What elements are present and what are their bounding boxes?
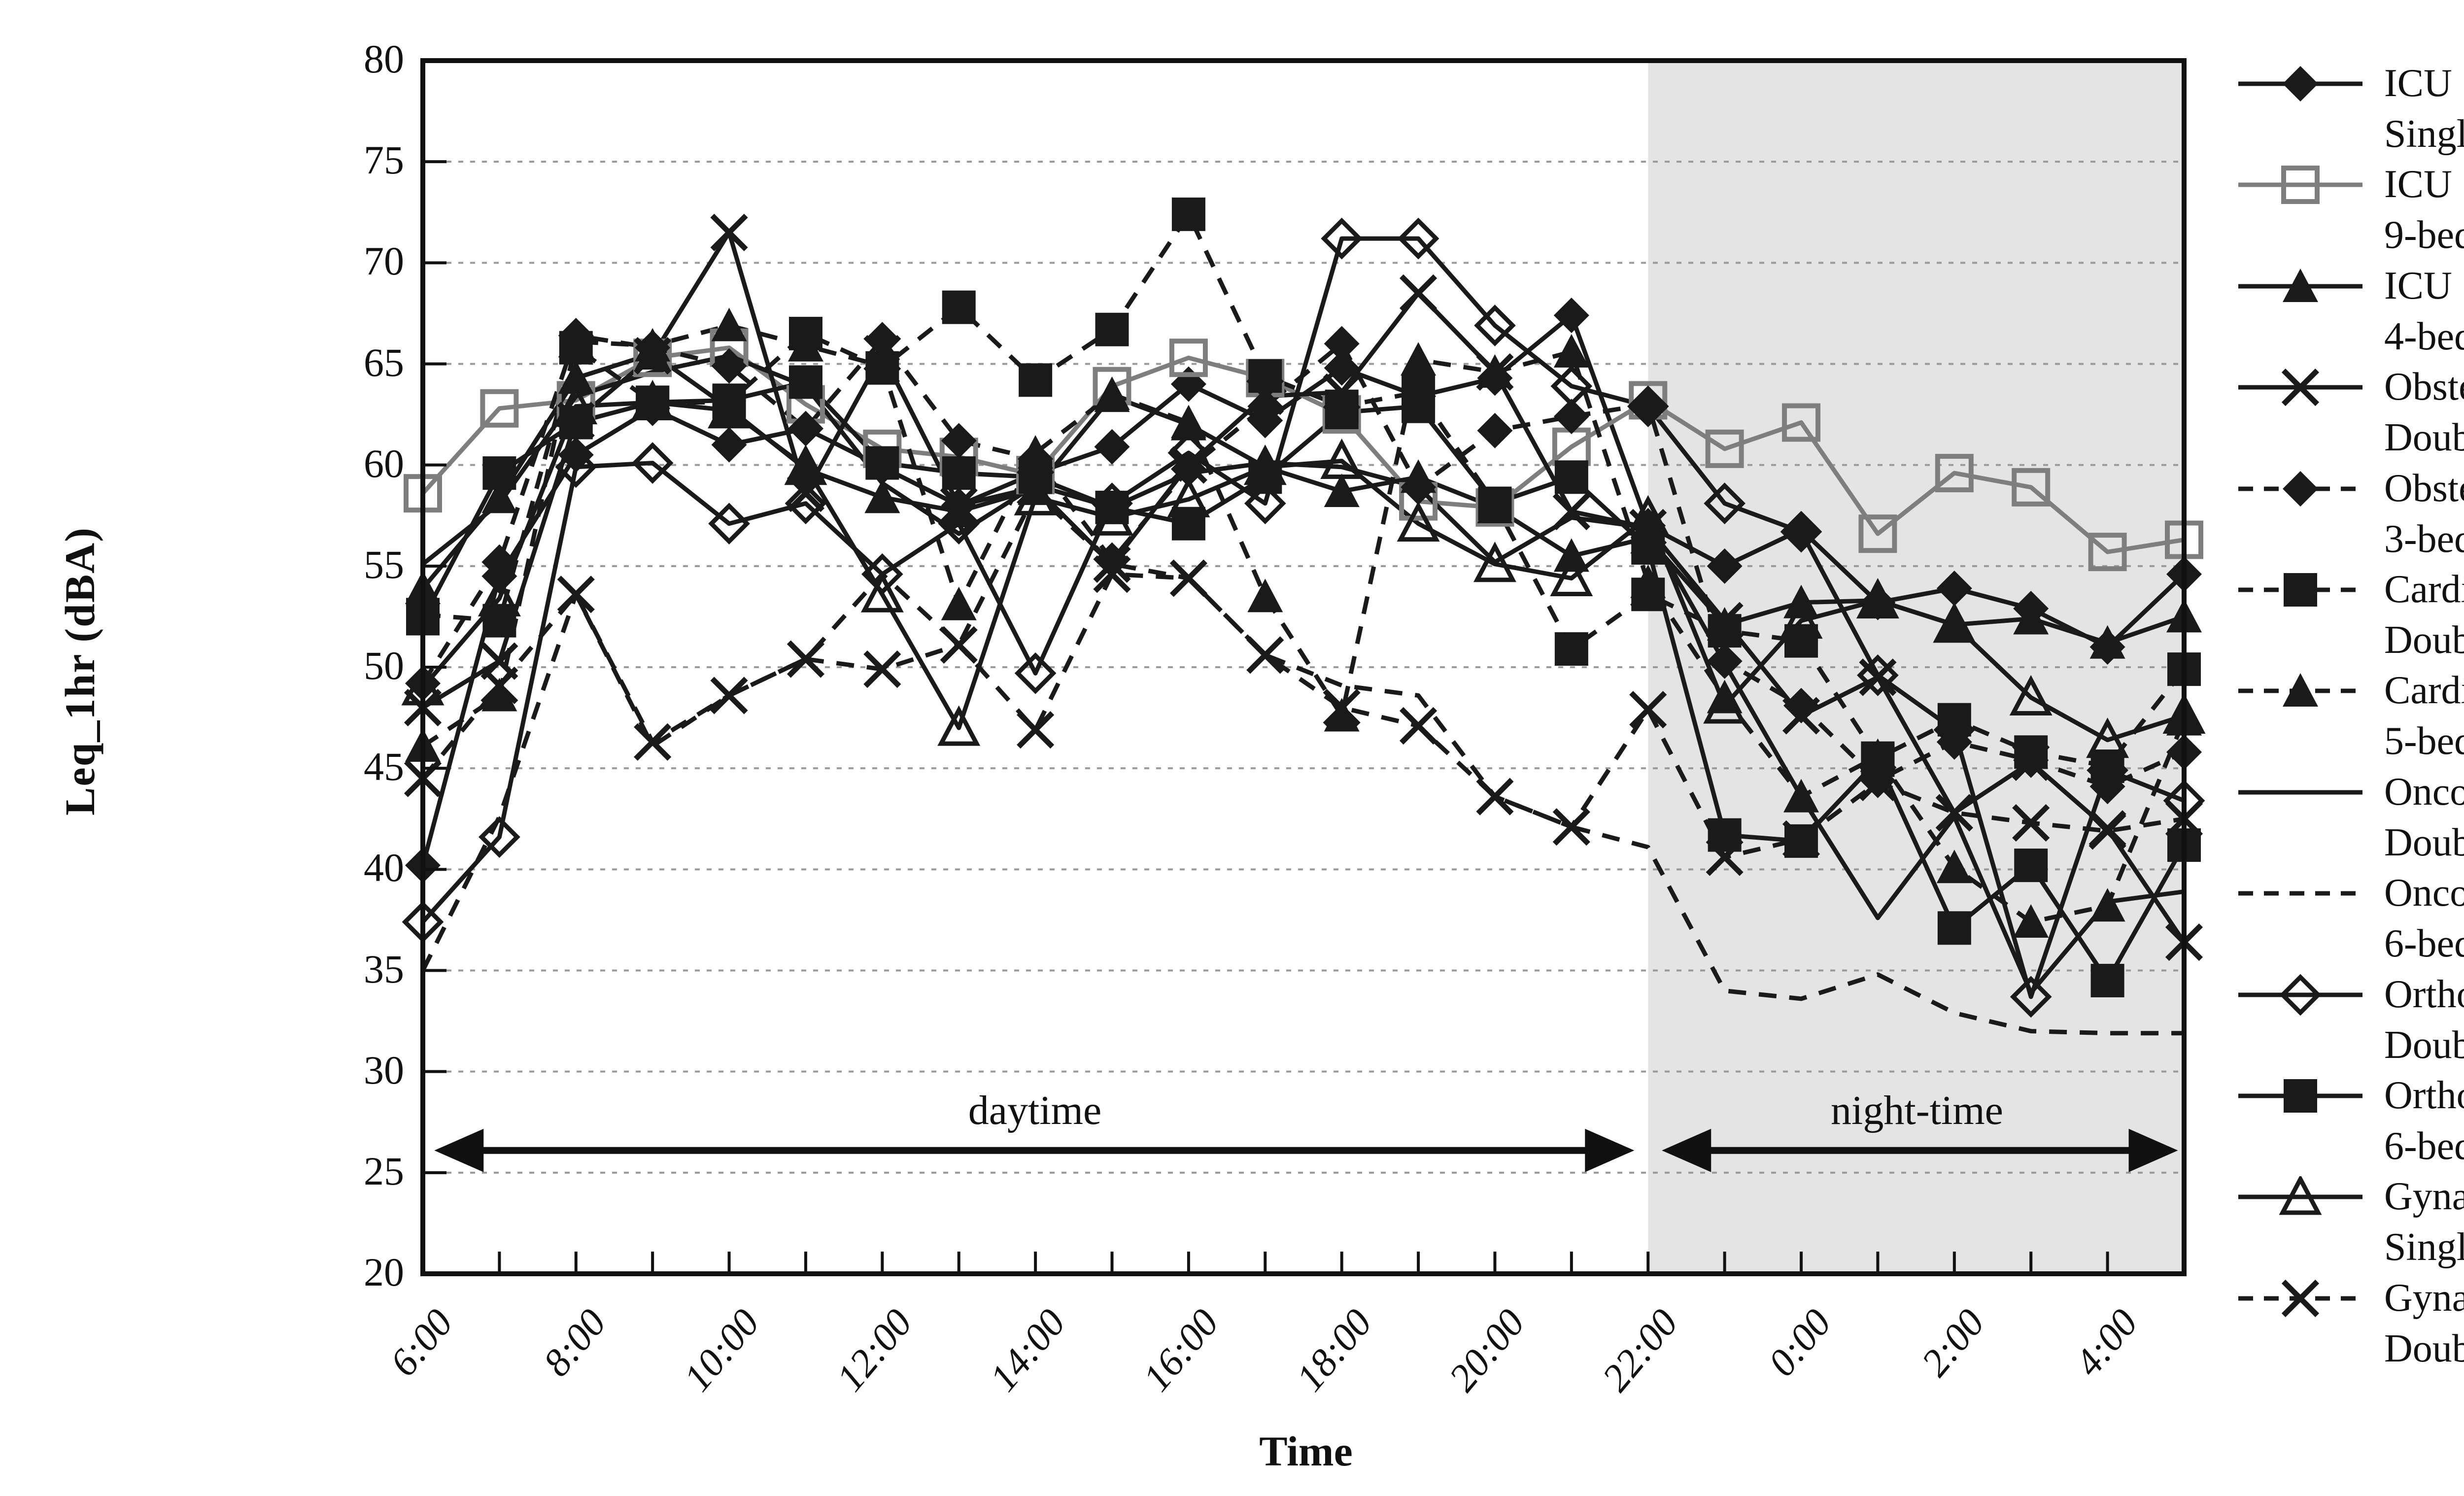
y-tick-label: 70 [364,238,404,284]
legend-label-ward: Double ward [2384,820,2464,864]
series-line-Gynaecology-Double ward [421,572,2185,860]
legend-label-ward: Double ward [2384,416,2464,460]
legend-label: Cardiology Double ward [2384,564,2464,666]
series-markers-Cardiology-5-bed ward [405,307,2202,938]
plot-border [420,58,2187,1276]
y-axis-title: Leq_1hr (dBA) [56,527,103,816]
legend-item-Gynaecology-Double ward: Gynaecology Double ward [2236,1273,2464,1374]
legend-item-ICU-Single ward: ICU Single ward [2236,58,2464,160]
legend-label-department: Cardiology [2384,669,2464,713]
legend-label-department: Obstetrics [2384,365,2464,409]
legend-item-Cardiology-5-bed ward: Cardiology 5-bed ward [2236,665,2464,767]
legend-marker-triangle-filled [2238,673,2362,707]
y-tick-label: 45 [364,744,404,789]
legend-label: Obstetrics Double ward [2384,362,2464,463]
legend-label-department: Gynaecology [2384,1175,2464,1219]
y-tick-label: 65 [364,340,404,385]
series-line-Obstetrics-Double ward [421,230,2186,944]
legend-marker-triangle-filled [2238,268,2362,302]
y-tick-label: 55 [364,542,404,587]
legend-label-department: ICU [2384,264,2452,307]
legend-marker-diamond-filled [2238,471,2362,507]
legend-label-ward: 4-bed ward [2384,314,2464,358]
legend-marker-x [2238,369,2362,407]
legend-item-Orthopedics-6-bed ward: Orthopedics 6-bed ward [2236,1070,2464,1172]
series-markers-Gynaecology-Double ward [404,555,2203,876]
legend-label: Obstetrics 3-bed ward [2384,463,2464,565]
x-axis-title: Time [1259,1428,1353,1475]
legend-label: ICU 4-bed ward [2384,261,2464,362]
legend-label: Orthopedics 6-bed ward [2384,1070,2464,1172]
legend-label-department: Oncology [2384,770,2464,814]
y-tick-label: 30 [364,1047,404,1092]
daytime-annotation-label: daytime [968,1088,1102,1133]
legend-item-Oncology-Double ward: Oncology Double ward [2236,767,2464,868]
legend-item-Cardiology-Double ward: Cardiology Double ward [2236,564,2464,666]
legend-label-ward: 6-bed ward [2384,1124,2464,1168]
legend-item-Orthopedics-Double ward: Orthopedics Double ward [2236,969,2464,1071]
legend-item-ICU-9-bed ward: ICU 9-bed ward [2236,159,2464,261]
legend-label-department: Cardiology [2384,568,2464,611]
legend-marker-x [2238,1279,2362,1317]
legend-label-department: Gynaecology [2384,1276,2464,1320]
series-markers-Obstetrics-3-bed ward [405,318,2202,805]
legend-label-department: ICU [2384,163,2452,206]
legend-label-ward: 5-bed ward [2384,719,2464,763]
legend-label: ICU Single ward [2384,58,2464,160]
legend-label: Cardiology 5-bed ward [2384,665,2464,767]
legend-label: Gynaecology Double ward [2384,1273,2464,1374]
y-tick-label: 40 [364,845,404,890]
legend-item-Gynaecology-Single ward: Gynaecology Single ward [2236,1171,2464,1273]
legend-label-ward: Single ward [2384,1225,2464,1269]
legend-label-ward: 6-bed ward [2384,922,2464,966]
legend-label-ward: Double ward [2384,1023,2464,1067]
legend-marker-none [2238,891,2362,896]
legend-label-ward: Double ward [2384,1326,2464,1370]
legend-item-Oncology-6-bed ward: Oncology 6-bed ward [2236,868,2464,969]
legend-marker-triangle-open [2238,1176,2362,1215]
range-arrow-night-time [1662,1128,2178,1172]
series-line-Oncology-6-bed ward [420,491,2184,1036]
legend-marker-diamond-open [2238,974,2362,1016]
range-arrow-daytime [434,1128,1635,1172]
y-tick-label: 50 [364,643,404,688]
y-tick-label: 20 [364,1250,404,1294]
legend-label-department: Orthopedics [2384,972,2464,1016]
legend-label-department: Obstetrics [2384,466,2464,510]
series-line-Orthopedics-Double ward [421,236,2185,999]
legend-marker-square-filled [2238,1079,2362,1113]
legend-label: Orthopedics Double ward [2384,969,2464,1071]
legend-label: Oncology 6-bed ward [2384,868,2464,969]
legend-label: Gynaecology Single ward [2384,1171,2464,1273]
nighttime-annotation-label: night-time [1831,1088,2003,1133]
y-tick-label: 75 [364,137,404,183]
legend-label-department: Oncology [2384,871,2464,915]
legend-marker-none [2238,790,2362,795]
legend-label: ICU 9-bed ward [2384,159,2464,261]
legend-marker-diamond-filled [2238,66,2362,102]
legend-item-Obstetrics-Double ward: Obstetrics Double ward [2236,362,2464,463]
legend-label-department: Orthopedics [2384,1074,2464,1117]
y-tick-label: 60 [364,441,404,486]
legend-marker-square-filled [2238,573,2362,607]
legend-label-ward: 3-bed ward [2384,517,2464,561]
legend-label-ward: Double ward [2384,618,2464,662]
y-tick-label: 25 [364,1148,404,1193]
legend-item-Obstetrics-3-bed ward: Obstetrics 3-bed ward [2236,463,2464,565]
y-tick-label: 35 [364,946,404,991]
legend-label-department: ICU [2384,62,2452,105]
legend-label-ward: 9-bed ward [2384,213,2464,257]
y-tick-label: 80 [364,36,404,81]
legend-label: Oncology Double ward [2384,767,2464,868]
legend-label-ward: Single ward [2384,112,2464,156]
legend-marker-square-open [2238,166,2362,204]
legend-item-ICU-4-bed ward: ICU 4-bed ward [2236,261,2464,362]
